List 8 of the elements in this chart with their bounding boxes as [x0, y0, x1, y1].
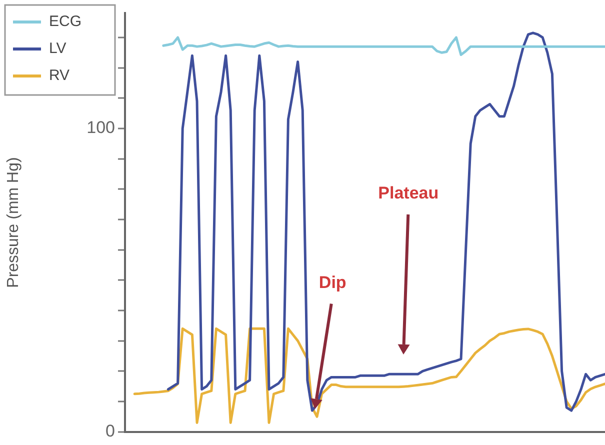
y-tick-label: 0 — [106, 421, 115, 440]
legend-label: RV — [49, 67, 70, 84]
annotation: Dip — [318, 273, 346, 292]
legend-label: LV — [49, 40, 66, 58]
annotation: Plateau — [378, 184, 439, 203]
legend-label: ECG — [49, 13, 82, 30]
y-axis-title: Pressure (mm Hg) — [5, 157, 22, 288]
y-tick-label: 100 — [86, 118, 115, 138]
